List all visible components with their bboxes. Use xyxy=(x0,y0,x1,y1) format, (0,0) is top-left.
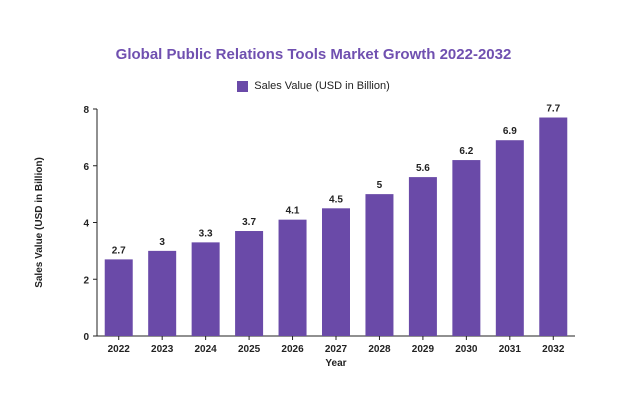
bar xyxy=(104,259,133,336)
x-tick-label: 2024 xyxy=(195,344,218,355)
legend: Sales Value (USD in Billion) xyxy=(0,80,627,92)
bar xyxy=(452,160,481,336)
y-tick-label: 8 xyxy=(83,105,89,116)
x-tick-label: 2027 xyxy=(325,344,348,355)
bar xyxy=(408,177,437,336)
y-tick-label: 2 xyxy=(83,275,89,286)
x-tick-label: 2028 xyxy=(368,344,391,355)
data-label: 6.9 xyxy=(503,126,517,137)
y-axis-title: Sales Value (USD in Billion) xyxy=(34,157,45,288)
data-label: 4.1 xyxy=(286,206,300,217)
x-tick-label: 2030 xyxy=(455,344,478,355)
bar xyxy=(278,219,307,336)
x-tick-label: 2026 xyxy=(281,344,304,355)
bar xyxy=(191,242,220,336)
x-axis-title: Year xyxy=(325,358,346,369)
data-label: 4.5 xyxy=(329,194,343,205)
data-label: 3.7 xyxy=(242,217,256,228)
data-label: 6.2 xyxy=(459,146,473,157)
bar xyxy=(539,117,568,336)
data-label: 3.3 xyxy=(199,228,213,239)
legend-label: Sales Value (USD in Billion) xyxy=(254,80,390,92)
data-label: 7.7 xyxy=(546,104,560,115)
chart-title: Global Public Relations Tools Market Gro… xyxy=(115,46,512,63)
bar xyxy=(322,208,350,336)
x-tick-label: 2023 xyxy=(151,344,174,355)
y-tick-label: 4 xyxy=(83,219,89,230)
x-tick-label: 2022 xyxy=(108,344,131,355)
bar xyxy=(235,231,264,336)
x-tick-label: 2031 xyxy=(499,344,522,355)
x-tick-label: 2025 xyxy=(238,344,261,355)
data-label: 2.7 xyxy=(112,245,126,256)
bar xyxy=(365,194,394,336)
x-tick-label: 2029 xyxy=(412,344,435,355)
x-tick-label: 2032 xyxy=(542,344,565,355)
data-label: 5.6 xyxy=(416,163,430,174)
data-label: 3 xyxy=(159,237,165,248)
bar xyxy=(495,140,524,336)
bar xyxy=(148,250,177,336)
y-tick-label: 0 xyxy=(83,332,89,343)
legend-swatch xyxy=(237,80,249,92)
y-tick-label: 6 xyxy=(83,162,89,173)
data-label: 5 xyxy=(377,180,383,191)
